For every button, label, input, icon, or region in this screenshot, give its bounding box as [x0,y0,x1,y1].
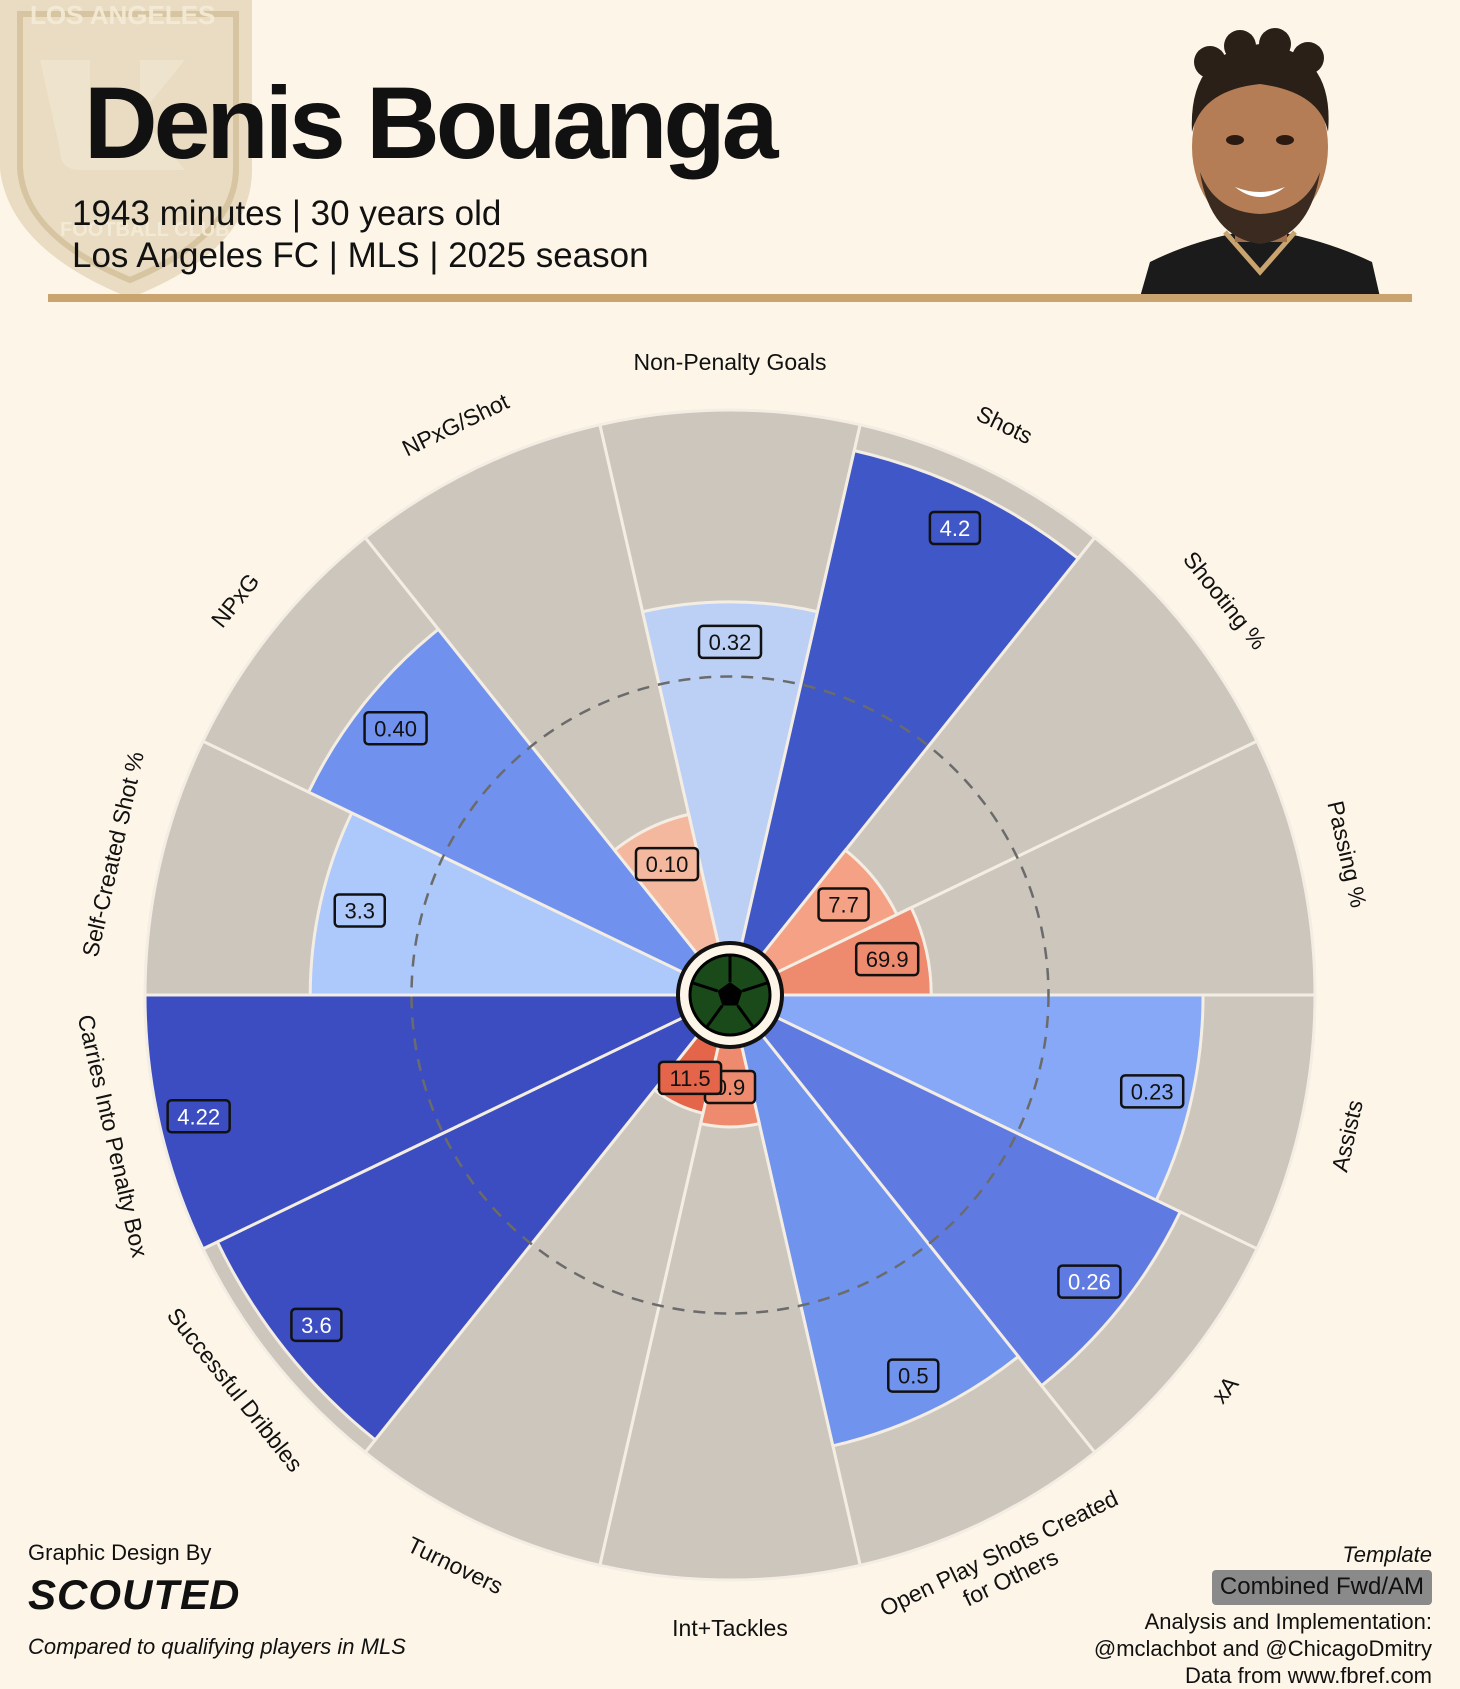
category-label-non-penalty-goals: Non-Penalty Goals [633,349,826,375]
team-league-season-subtitle: Los Angeles FC | MLS | 2025 season [72,236,649,275]
svg-text:0.26: 0.26 [1068,1270,1111,1295]
category-label-npxg-shot: NPxG/Shot [398,388,513,462]
value-label-self-created-shot: 3.3 [333,893,387,928]
template-label: Template [1342,1542,1432,1567]
value-label-shots: 4.2 [928,510,982,546]
svg-text:Non-Penalty Goals: Non-Penalty Goals [633,349,826,375]
svg-text:11.5: 11.5 [669,1066,710,1091]
analysis-credit-label: Analysis and Implementation: [1144,1609,1432,1634]
value-label-non-penalty-goals: 0.32 [697,624,763,660]
category-label-npxg: NPxG [206,568,265,632]
crest-text-top: LOS ANGELES [30,0,215,30]
header-divider [48,294,1412,302]
category-label-carries-into-penalty-box: Carries Into Penalty Box [73,1012,154,1260]
scouted-brand-logo: SCOUTED [28,1571,241,1618]
design-credit-label: Graphic Design By [28,1540,212,1565]
value-label-xa: 0.26 [1057,1264,1122,1299]
value-label-assists: 0.23 [1119,1074,1185,1109]
crest-text-bottom: FOOTBALL CLUB [60,219,230,241]
value-label-carries-into-penalty-box: 4.22 [166,1099,231,1134]
category-label-xa: xA [1206,1371,1243,1409]
svg-text:7.7: 7.7 [828,892,859,917]
svg-text:3.3: 3.3 [344,898,375,923]
svg-text:3.6: 3.6 [301,1313,332,1338]
lafc-crest-logo: LOS ANGELES FOOTBALL CLUB [0,0,252,298]
player-photo [1140,28,1380,297]
svg-text:Carries Into Penalty Box: Carries Into Penalty Box [73,1012,154,1260]
svg-text:0.32: 0.32 [709,630,752,655]
data-source-credit: Data from www.fbref.com [1185,1663,1432,1688]
svg-text:0.40: 0.40 [374,716,417,741]
value-label-npxg: 0.40 [363,711,428,746]
svg-text:Int+Tackles: Int+Tackles [672,1615,788,1641]
svg-text:4.2: 4.2 [940,516,971,541]
minutes-age-subtitle: 1943 minutes | 30 years old [72,194,502,233]
category-label-assists: Assists [1326,1097,1368,1174]
value-label-open-play-shots-created-for-others: 0.5 [887,1358,940,1393]
soccer-ball-icon [676,941,784,1049]
value-label-shooting: 7.7 [817,887,870,922]
analysis-credit-handles: @mclachbot and @ChicagoDmitry [1093,1636,1432,1661]
value-label-successful-dribbles: 3.6 [290,1307,343,1343]
category-label-self-created-shot: Self-Created Shot % [77,749,149,959]
category-label-turnovers: Turnovers [403,1531,507,1599]
comparison-note: Compared to qualifying players in MLS [28,1634,406,1659]
svg-text:Shots: Shots [973,400,1037,449]
svg-text:NPxG/Shot: NPxG/Shot [398,388,513,462]
svg-text:Self-Created Shot %: Self-Created Shot % [77,749,149,959]
value-label-turnovers: 11.5 [657,1060,723,1096]
category-label-passing: Passing % [1322,798,1372,910]
svg-text:Passing %: Passing % [1322,798,1372,910]
svg-text:xA: xA [1206,1371,1243,1409]
svg-text:NPxG: NPxG [206,568,265,632]
svg-text:4.22: 4.22 [177,1104,220,1129]
category-label-shots: Shots [973,400,1037,449]
svg-text:0.5: 0.5 [898,1364,929,1389]
svg-text:Turnovers: Turnovers [403,1531,507,1599]
value-label-passing: 69.9 [854,941,920,977]
svg-text:69.9: 69.9 [866,947,909,972]
value-label-npxg-shot: 0.10 [634,846,700,882]
svg-text:Assists: Assists [1326,1097,1368,1174]
category-label-int-tackles: Int+Tackles [672,1615,788,1641]
template-badge: Combined Fwd/AM [1211,1570,1432,1605]
player-name: Denis Bouanga [84,66,778,180]
svg-text:0.23: 0.23 [1131,1079,1174,1104]
reference-circle [410,675,1050,1315]
svg-text:0.10: 0.10 [646,852,689,877]
